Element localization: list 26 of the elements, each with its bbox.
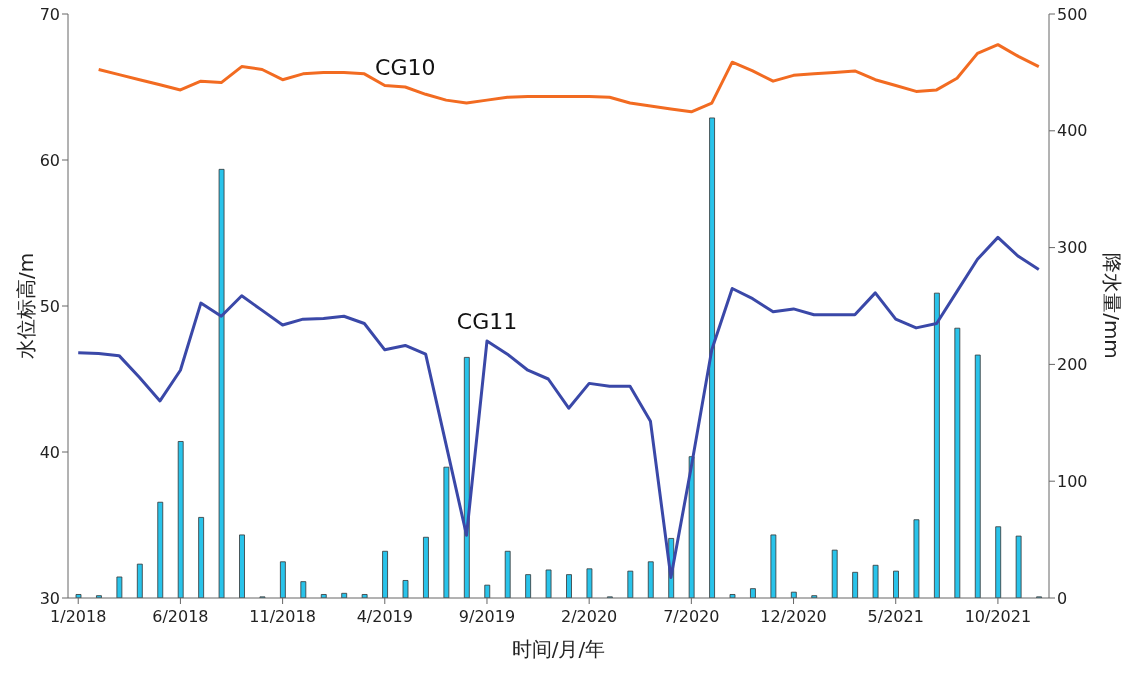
series-label: CG10 xyxy=(375,55,436,80)
x-tick-label: 9/2019 xyxy=(458,607,516,626)
y-tick-label: 30 xyxy=(39,588,60,608)
y2-tick-label: 0 xyxy=(1057,588,1068,608)
x-tick-label: 10/2021 xyxy=(964,607,1032,626)
y2-tick-label: 400 xyxy=(1057,121,1088,141)
y2-axis-title: 降水量/mm xyxy=(1100,253,1124,359)
x-tick-label: 11/2018 xyxy=(249,607,316,626)
x-tick-label: 1/2018 xyxy=(50,607,107,626)
y-tick-label: 50 xyxy=(39,296,60,316)
x-tick-label: 7/2020 xyxy=(663,607,720,626)
y2-tick-label: 200 xyxy=(1057,355,1088,375)
y2-tick-label: 100 xyxy=(1057,471,1088,491)
y2-tick-label: 500 xyxy=(1057,4,1088,24)
x-axis-title: 时间/月/年 xyxy=(511,637,606,661)
x-tick-label: 5/2021 xyxy=(867,607,924,626)
x-tick-label: 2/2020 xyxy=(561,607,618,626)
series-label: CG11 xyxy=(456,309,518,335)
y-tick-label: 40 xyxy=(39,442,60,462)
x-tick-label: 6/2018 xyxy=(152,607,209,626)
y2-tick-label: 300 xyxy=(1057,238,1088,258)
y-axis-title: 水位标高/m xyxy=(14,252,38,360)
y-tick-label: 60 xyxy=(39,150,60,170)
x-tick-label: 12/2020 xyxy=(760,607,827,626)
y-tick-label: 70 xyxy=(39,4,60,24)
x-tick-label: 4/2019 xyxy=(356,607,413,626)
